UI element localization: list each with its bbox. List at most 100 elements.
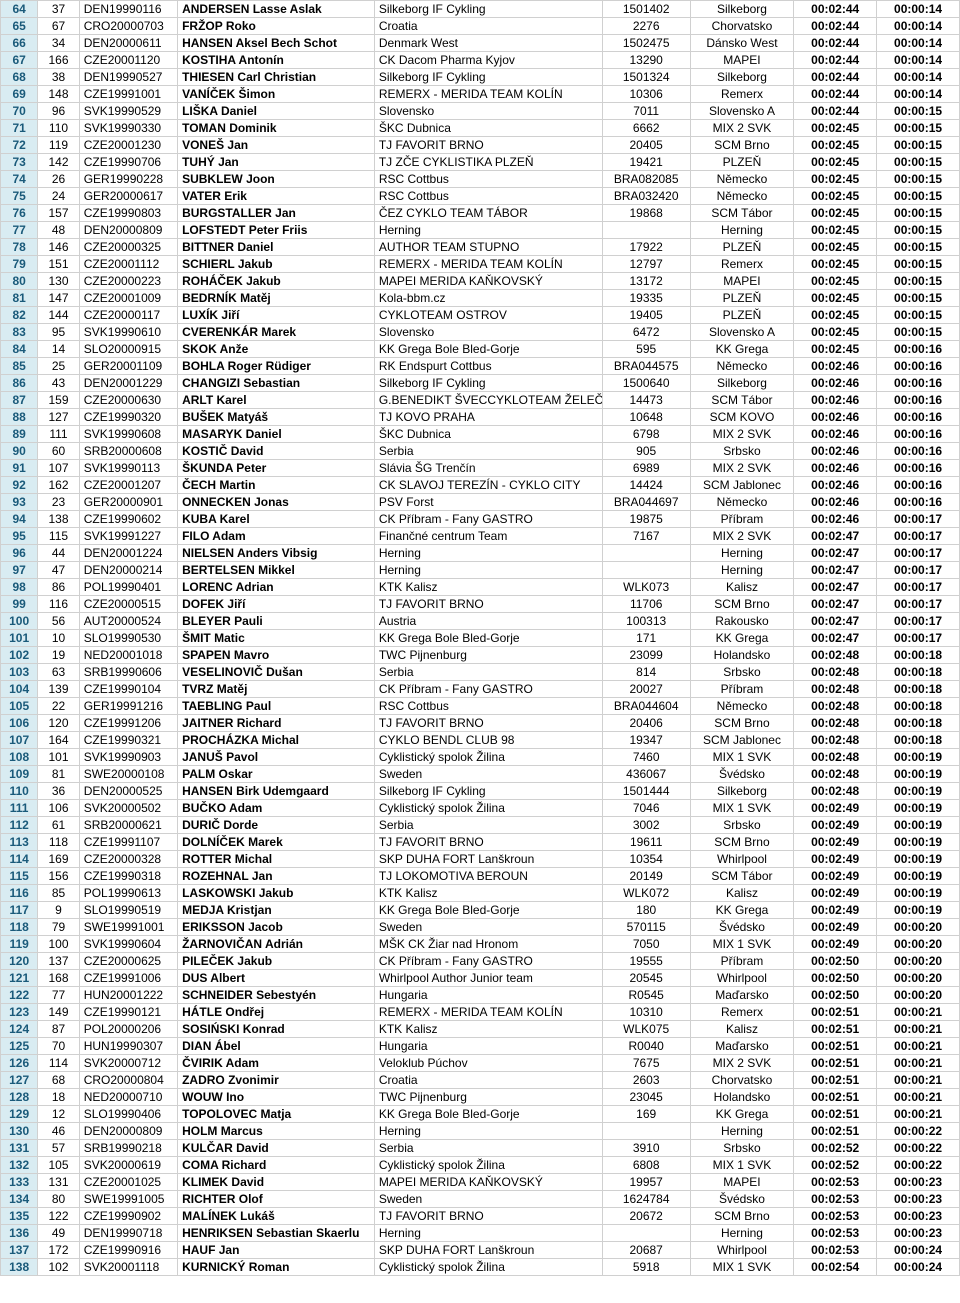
cell-gap: 00:00:18 xyxy=(877,647,960,664)
cell-time: 00:02:46 xyxy=(794,375,877,392)
cell-team: Silkeborg IF Cykling xyxy=(374,375,602,392)
cell-name: VANÍČEK Šimon xyxy=(178,86,375,103)
cell-uci: NED20001018 xyxy=(79,647,177,664)
cell-team: KK Grega Bole Bled-Gorje xyxy=(374,1106,602,1123)
cell-bib: 19 xyxy=(38,647,79,664)
cell-uci: CZE19990320 xyxy=(79,409,177,426)
cell-team: REMERX - MERIDA TEAM KOLÍN xyxy=(374,86,602,103)
cell-name: JAITNER Richard xyxy=(178,715,375,732)
table-row: 132105SVK20000619COMA RichardCyklistický… xyxy=(1,1157,960,1174)
cell-code: 19957 xyxy=(602,1174,690,1191)
cell-uci: CZE19990318 xyxy=(79,868,177,885)
cell-country: SCM Jablonec xyxy=(690,477,794,494)
table-row: 123149CZE19990121HÁTLE OndřejREMERX - ME… xyxy=(1,1004,960,1021)
cell-gap: 00:00:15 xyxy=(877,290,960,307)
cell-time: 00:02:48 xyxy=(794,647,877,664)
cell-uci: SLO20000915 xyxy=(79,341,177,358)
cell-uci: SVK19990604 xyxy=(79,936,177,953)
cell-team: SKP DUHA FORT Lanškroun xyxy=(374,851,602,868)
cell-country: Silkeborg xyxy=(690,375,794,392)
cell-uci: DEN20000611 xyxy=(79,35,177,52)
cell-code: 3910 xyxy=(602,1140,690,1157)
table-row: 106120CZE19991206JAITNER RichardTJ FAVOR… xyxy=(1,715,960,732)
cell-time: 00:02:45 xyxy=(794,205,877,222)
cell-time: 00:02:45 xyxy=(794,307,877,324)
cell-code: 20687 xyxy=(602,1242,690,1259)
cell-bib: 56 xyxy=(38,613,79,630)
cell-bib: 68 xyxy=(38,1072,79,1089)
cell-team: RK Endspurt Cottbus xyxy=(374,358,602,375)
cell-uci: SRB19990606 xyxy=(79,664,177,681)
cell-gap: 00:00:19 xyxy=(877,783,960,800)
cell-time: 00:02:48 xyxy=(794,783,877,800)
cell-bib: 115 xyxy=(38,528,79,545)
cell-country: PLZEŇ xyxy=(690,307,794,324)
cell-code: WLK072 xyxy=(602,885,690,902)
cell-time: 00:02:45 xyxy=(794,154,877,171)
cell-uci: SVK20000502 xyxy=(79,800,177,817)
cell-gap: 00:00:18 xyxy=(877,715,960,732)
table-row: 10110SLO19990530ŠMIT MaticKK Grega Bole … xyxy=(1,630,960,647)
cell-uci: GER20000617 xyxy=(79,188,177,205)
cell-code: BRA044575 xyxy=(602,358,690,375)
cell-gap: 00:00:15 xyxy=(877,307,960,324)
cell-uci: SVK19991227 xyxy=(79,528,177,545)
table-row: 12277HUN20001222SCHNEIDER SebestyénHunga… xyxy=(1,987,960,1004)
cell-country: MIX 1 SVK xyxy=(690,936,794,953)
cell-name: ZADRO Zvonimir xyxy=(178,1072,375,1089)
cell-code: 23045 xyxy=(602,1089,690,1106)
cell-country: SCM Tábor xyxy=(690,392,794,409)
cell-country: SCM Brno xyxy=(690,1208,794,1225)
cell-country: Německo xyxy=(690,698,794,715)
cell-name: HAUF Jan xyxy=(178,1242,375,1259)
cell-country: Holandsko xyxy=(690,647,794,664)
cell-gap: 00:00:17 xyxy=(877,613,960,630)
cell-bib: 139 xyxy=(38,681,79,698)
table-row: 87159CZE20000630ARLT KarelG.BENEDIKT ŠVE… xyxy=(1,392,960,409)
cell-rank: 128 xyxy=(1,1089,38,1106)
cell-gap: 00:00:19 xyxy=(877,868,960,885)
cell-time: 00:02:54 xyxy=(794,1259,877,1276)
cell-uci: CZE20001025 xyxy=(79,1174,177,1191)
cell-bib: 48 xyxy=(38,222,79,239)
cell-rank: 129 xyxy=(1,1106,38,1123)
cell-country: PLZEŇ xyxy=(690,239,794,256)
table-row: 81147CZE20001009BEDRNÍK MatějKola-bbm.cz… xyxy=(1,290,960,307)
cell-gap: 00:00:17 xyxy=(877,596,960,613)
cell-time: 00:02:44 xyxy=(794,86,877,103)
cell-time: 00:02:49 xyxy=(794,834,877,851)
cell-team: Herning xyxy=(374,1225,602,1242)
cell-name: FILO Adam xyxy=(178,528,375,545)
cell-team: Silkeborg IF Cykling xyxy=(374,1,602,18)
cell-team: AUTHOR TEAM STUPNO xyxy=(374,239,602,256)
cell-uci: CZE19990706 xyxy=(79,154,177,171)
cell-country: Kalisz xyxy=(690,1021,794,1038)
cell-bib: 168 xyxy=(38,970,79,987)
cell-rank: 114 xyxy=(1,851,38,868)
cell-bib: 114 xyxy=(38,1055,79,1072)
cell-rank: 105 xyxy=(1,698,38,715)
cell-uci: SVK19990608 xyxy=(79,426,177,443)
cell-team: ČEZ CYKLO TEAM TÁBOR xyxy=(374,205,602,222)
cell-gap: 00:00:15 xyxy=(877,273,960,290)
cell-country: Příbram xyxy=(690,511,794,528)
table-row: 88127CZE19990320BUŠEK MatyášTJ KOVO PRAH… xyxy=(1,409,960,426)
cell-code: R0545 xyxy=(602,987,690,1004)
cell-team: Sweden xyxy=(374,1191,602,1208)
cell-team: Hungaria xyxy=(374,987,602,1004)
cell-code: 1501324 xyxy=(602,69,690,86)
cell-bib: 12 xyxy=(38,1106,79,1123)
cell-name: HANSEN Birk Udemgaard xyxy=(178,783,375,800)
cell-code: 6662 xyxy=(602,120,690,137)
cell-rank: 93 xyxy=(1,494,38,511)
cell-code: 19405 xyxy=(602,307,690,324)
cell-time: 00:02:50 xyxy=(794,987,877,1004)
cell-rank: 90 xyxy=(1,443,38,460)
cell-team: G.BENEDIKT ŠVECCYKLOTEAM ŽELEČ xyxy=(374,392,602,409)
cell-bib: 149 xyxy=(38,1004,79,1021)
cell-time: 00:02:46 xyxy=(794,494,877,511)
cell-code: 7675 xyxy=(602,1055,690,1072)
cell-time: 00:02:49 xyxy=(794,817,877,834)
cell-gap: 00:00:15 xyxy=(877,222,960,239)
cell-name: ROTTER Michal xyxy=(178,851,375,868)
